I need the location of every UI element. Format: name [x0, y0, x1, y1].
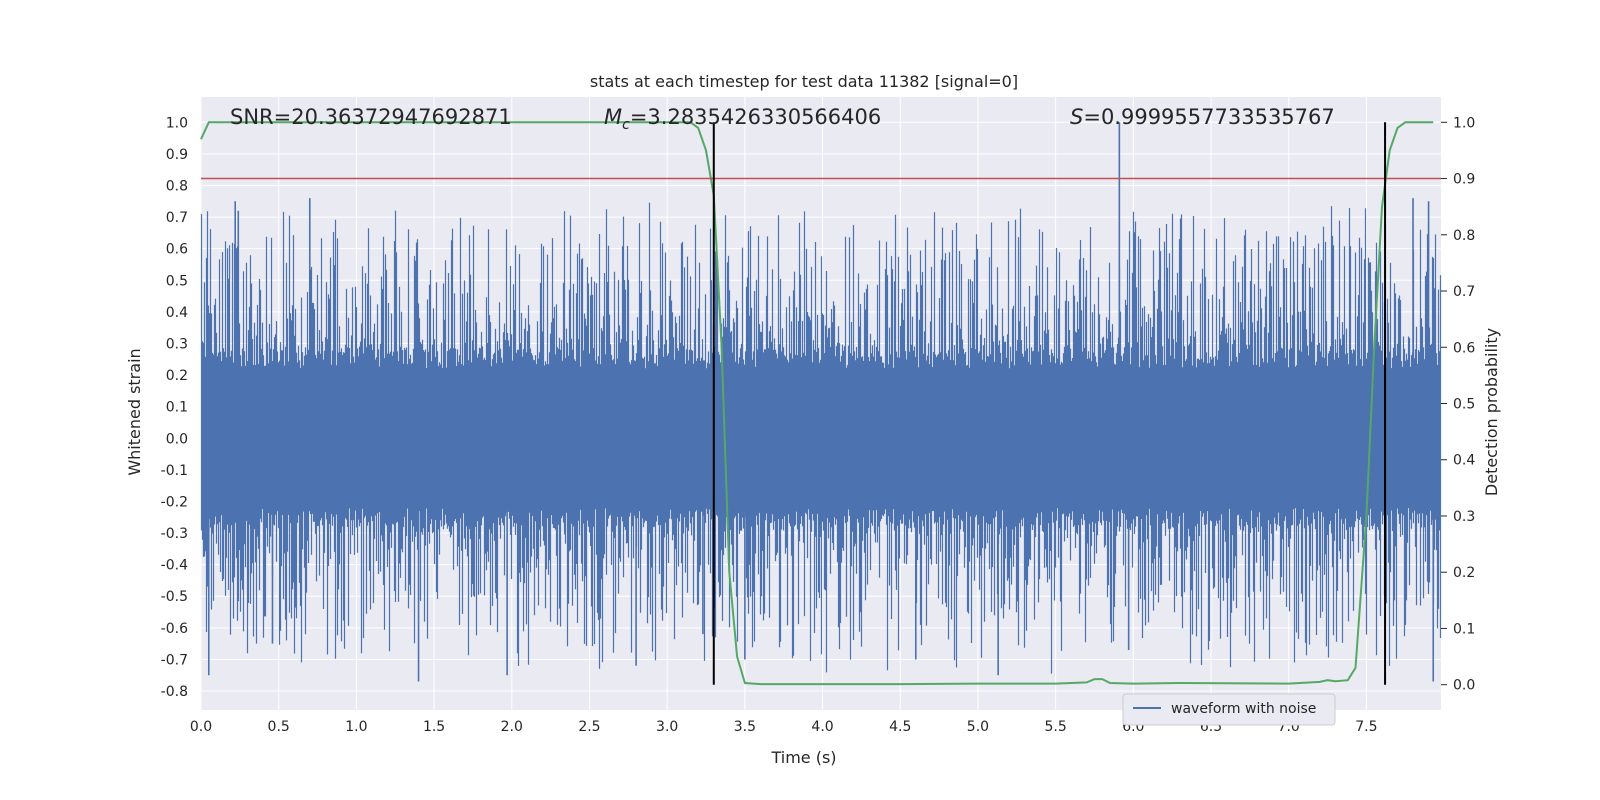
y-right-tick-label: 0.3 [1453, 509, 1475, 525]
y-left-tick-label: 0.5 [166, 273, 188, 289]
x-tick-label: 2.0 [501, 719, 523, 735]
y-right-tick-label: 0.5 [1453, 397, 1475, 413]
y-right-tick-label: 1.0 [1453, 115, 1475, 131]
x-tick-label: 5.0 [967, 719, 989, 735]
legend-waveform-label: waveform with noise [1171, 701, 1316, 717]
x-tick-label: 0.0 [190, 719, 212, 735]
x-tick-label: 3.5 [734, 719, 756, 735]
y-left-tick-label: -0.6 [161, 621, 188, 637]
chart-title: stats at each timestep for test data 113… [590, 72, 1018, 91]
statistic-value: =0.9999557733535767 [1083, 105, 1334, 129]
y-left-axis-ticks: 1.0 0.9 0.8 0.7 0.6 0.5 0.4 0.3 0.2 0.1 0.0 -0.1 -0.… [161, 115, 188, 700]
y-left-axis-label: Whitened strain [125, 348, 144, 475]
x-tick-label: 1.0 [345, 719, 367, 735]
x-tick-label: 4.0 [811, 719, 833, 735]
y-right-axis-label: Detection probability [1482, 328, 1501, 496]
y-left-tick-label: 0.2 [166, 368, 188, 384]
y-left-tick-label: -0.1 [161, 463, 188, 479]
legend: waveform with noise [1122, 693, 1336, 726]
y-right-tick-label: 0.0 [1453, 678, 1475, 694]
x-tick-label: 4.5 [889, 719, 911, 735]
chirp-mass-value: =3.2835426330566406 [630, 105, 881, 129]
y-right-tick-label: 0.1 [1453, 621, 1475, 637]
y-left-tick-label: 0.4 [166, 305, 188, 321]
x-axis-label: Time (s) [770, 748, 836, 767]
y-left-tick-label: 0.1 [166, 400, 188, 416]
y-left-tick-label: 0.6 [166, 242, 188, 258]
y-left-tick-label: -0.8 [161, 684, 188, 700]
y-left-tick-label: 0.8 [166, 178, 188, 194]
detection-probability-line [200, 121, 1434, 686]
detection-statistic-annotation: S=0.9999557733535767 [1070, 105, 1335, 129]
x-tick-label: 7.5 [1355, 719, 1377, 735]
y-left-tick-label: 1.0 [166, 115, 188, 131]
y-left-tick-label: 0.7 [166, 210, 188, 226]
y-right-tick-label: 0.2 [1453, 565, 1475, 581]
x-tick-label: 2.5 [578, 719, 600, 735]
y-left-tick-label: -0.2 [161, 494, 188, 510]
statistic-symbol: S [1070, 105, 1083, 129]
y-right-tick-label: 0.4 [1453, 453, 1475, 469]
y-left-tick-label: 0.9 [166, 147, 188, 163]
x-tick-label: 5.5 [1045, 719, 1067, 735]
y-left-tick-label: 0.0 [166, 431, 188, 447]
chirp-mass-annotation: Mc=3.2835426330566406 [604, 105, 881, 133]
y-right-tick-label: 0.7 [1453, 284, 1475, 300]
y-left-tick-label: -0.5 [161, 589, 188, 605]
x-tick-label: 3.0 [656, 719, 678, 735]
y-left-tick-label: 0.3 [166, 336, 188, 352]
event-markers [712, 122, 1387, 685]
y-right-axis-ticks: 1.0 0.9 0.8 0.7 0.6 0.5 0.4 0.3 0.2 0.1 0.0 [1441, 115, 1475, 694]
x-tick-label: 0.5 [268, 719, 290, 735]
legend-box [1122, 693, 1336, 726]
y-left-tick-label: -0.3 [161, 526, 188, 542]
chirp-mass-subscript: c [622, 117, 630, 133]
waveform-body [200, 202, 1442, 674]
y-right-tick-label: 0.9 [1453, 172, 1475, 188]
snr-annotation: SNR=20.36372947692871 [230, 105, 512, 129]
y-left-tick-label: -0.7 [161, 652, 188, 668]
x-tick-label: 1.5 [423, 719, 445, 735]
chirp-mass-symbol: M [604, 105, 622, 129]
y-right-tick-label: 0.6 [1453, 340, 1475, 356]
y-left-tick-label: -0.4 [161, 558, 188, 574]
y-right-tick-label: 0.8 [1453, 228, 1475, 244]
